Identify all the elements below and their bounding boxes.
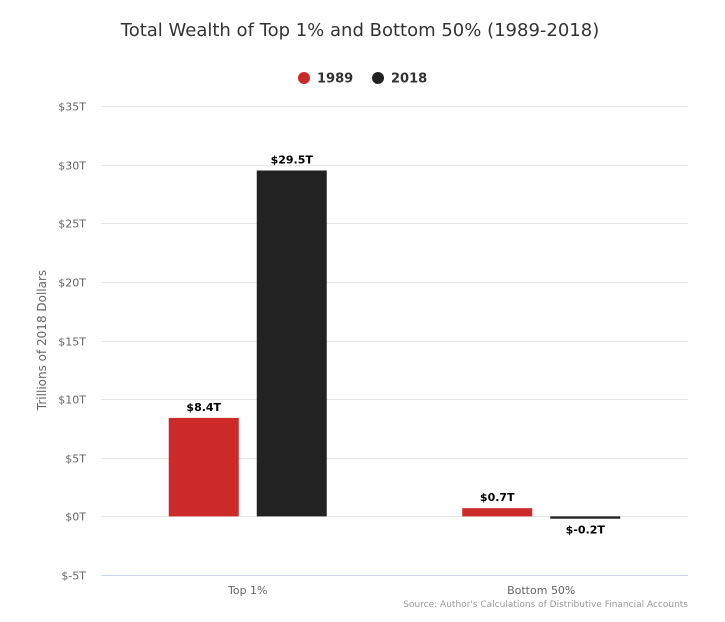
legend: 1989 2018 — [298, 72, 427, 87]
chart-title: Total Wealth of Top 1% and Bottom 50% (1… — [120, 20, 599, 41]
y-tick-label: $10T — [58, 394, 86, 407]
y-tick-label: $30T — [58, 160, 86, 173]
bar[interactable] — [256, 170, 327, 517]
y-axis-ticks: $35T $30T $25T $20T $15T $10T $5T $0T $-5T — [58, 101, 86, 583]
x-axis-categories: Top 1% Bottom 50% — [227, 584, 575, 597]
bar[interactable] — [462, 508, 533, 517]
legend-marker — [298, 72, 310, 84]
y-axis-title: Trillions of 2018 Dollars — [35, 270, 49, 411]
legend-marker — [372, 72, 384, 84]
legend-item[interactable]: 1989 — [298, 72, 353, 87]
data-labels: $8.4T $29.5T $0.7T $-0.2T — [186, 153, 605, 536]
y-tick-label: $5T — [65, 453, 86, 466]
category-label: Top 1% — [227, 584, 268, 597]
data-label: $0.7T — [480, 491, 515, 504]
source-note: Source: Author's Calculations of Distrib… — [403, 600, 688, 610]
y-tick-label: $15T — [58, 336, 86, 349]
y-tick-label: $25T — [58, 218, 86, 231]
data-label: $29.5T — [271, 153, 314, 166]
y-tick-label: $20T — [58, 277, 86, 290]
y-tick-label: $35T — [58, 101, 86, 114]
legend-label: 2018 — [391, 72, 427, 87]
y-tick-label: $0T — [65, 511, 86, 524]
legend-item[interactable]: 2018 — [372, 72, 427, 87]
bars — [168, 170, 621, 519]
legend-label: 1989 — [317, 72, 353, 87]
y-tick-label: $-5T — [61, 570, 86, 583]
bar[interactable] — [550, 516, 621, 519]
data-label: $8.4T — [186, 401, 221, 414]
category-label: Bottom 50% — [507, 584, 575, 597]
bar[interactable] — [168, 417, 239, 517]
data-label: $-0.2T — [566, 524, 606, 537]
